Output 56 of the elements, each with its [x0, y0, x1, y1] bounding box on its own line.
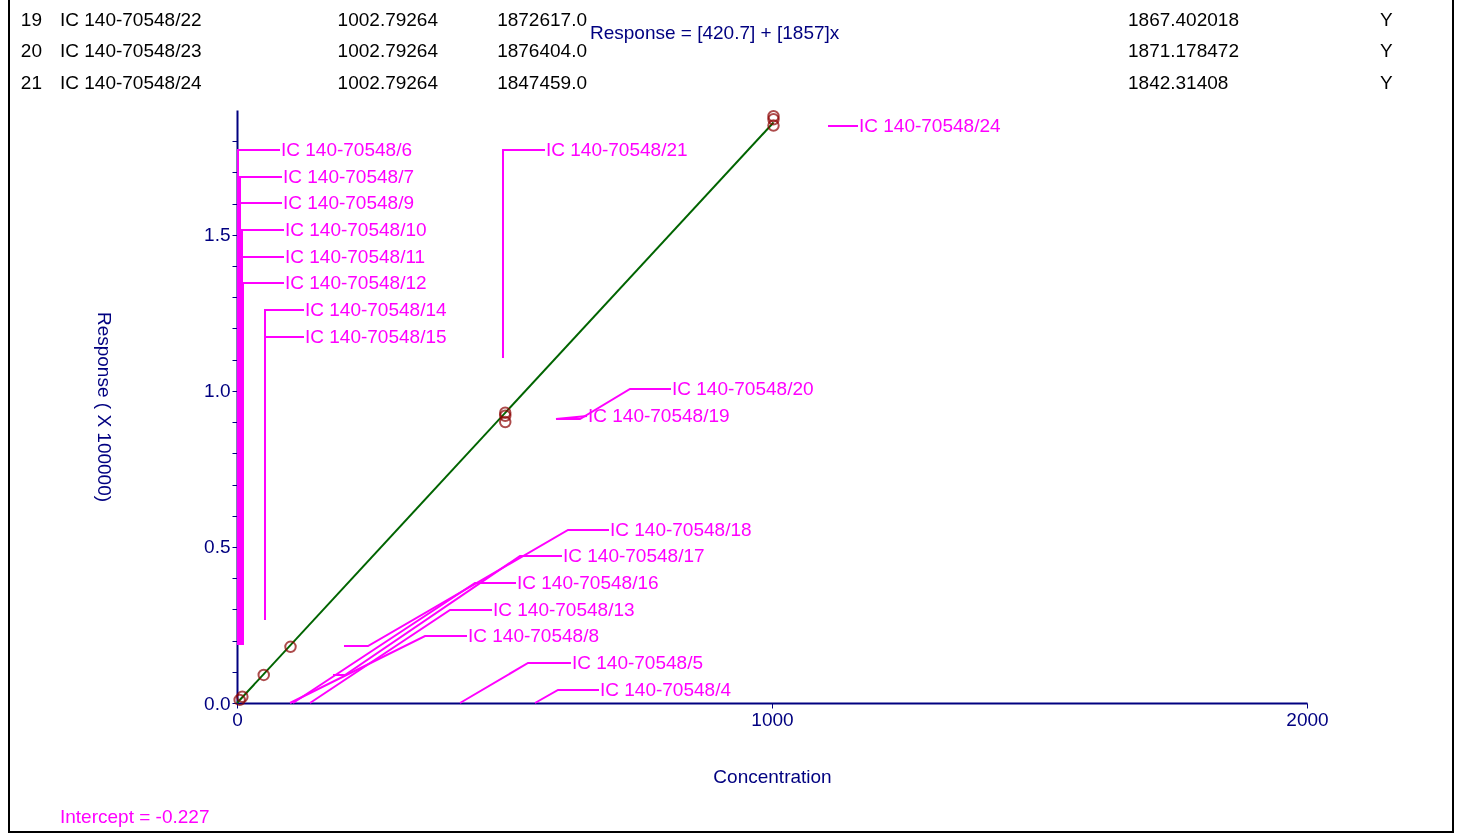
- point: [236, 690, 249, 703]
- point: [233, 693, 246, 707]
- point: [257, 668, 270, 682]
- text: Y: [1380, 40, 1393, 62]
- y-tick-label: 0.0: [204, 692, 231, 714]
- annotation: IC 140-70548/21: [546, 139, 688, 161]
- y-tick-label: 1.0: [204, 380, 231, 402]
- x-tick-label: 1000: [751, 708, 794, 730]
- y-tick-label: 1.5: [204, 224, 231, 246]
- text: IC 140-70548/24: [60, 72, 202, 94]
- annotation: IC 140-70548/13: [493, 599, 635, 621]
- text: 1867.402018: [1128, 9, 1239, 31]
- annotation: IC 140-70548/24: [859, 115, 1001, 137]
- text: 1002.79264: [337, 72, 438, 94]
- text: Response = [420.7] + [1857]x: [590, 22, 840, 44]
- point: [767, 119, 780, 132]
- annotation: IC 140-70548/11: [285, 246, 426, 268]
- annotation: IC 140-70548/19: [588, 405, 730, 427]
- point: [284, 640, 297, 654]
- text: Intercept = -0.227: [60, 806, 210, 828]
- text: IC 140-70548/22: [60, 9, 202, 31]
- annotation: IC 140-70548/15: [305, 326, 447, 348]
- point: [499, 409, 512, 423]
- annotation: IC 140-70548/18: [610, 519, 752, 541]
- annotation: IC 140-70548/6: [281, 139, 412, 161]
- annotation: IC 140-70548/4: [600, 679, 731, 701]
- text: 20: [20, 40, 42, 62]
- annotation: IC 140-70548/14: [305, 299, 447, 321]
- text: 1002.79264: [337, 9, 438, 31]
- annotation: IC 140-70548/9: [283, 192, 414, 214]
- point: [499, 406, 512, 419]
- annotation: IC 140-70548/5: [572, 652, 703, 674]
- text: 1871.178472: [1128, 40, 1239, 62]
- annotation: IC 140-70548/7: [283, 166, 414, 188]
- text: 19: [20, 9, 42, 31]
- annotation: IC 140-70548/10: [285, 219, 427, 241]
- annotation: IC 140-70548/8: [468, 625, 599, 647]
- point: [499, 415, 512, 429]
- text: Y: [1380, 72, 1393, 94]
- x-tick-label: 2000: [1286, 708, 1329, 730]
- y-axis-title: Response ( X 100000): [94, 311, 116, 503]
- y-tick-label: 0.5: [204, 536, 231, 558]
- x-axis-title: Concentration: [713, 765, 832, 787]
- text: 1847459.0: [497, 72, 587, 94]
- text: 1842.31408: [1128, 72, 1229, 94]
- text: Y: [1380, 9, 1393, 31]
- annotation: IC 140-70548/17: [563, 545, 705, 567]
- x-tick-label: 0: [232, 708, 243, 730]
- text: IC 140-70548/23: [60, 40, 202, 62]
- annotation: IC 140-70548/12: [285, 272, 427, 294]
- text: 21: [20, 72, 42, 94]
- text: 1872617.0: [497, 9, 587, 31]
- text: 1002.79264: [337, 40, 438, 62]
- text: 1876404.0: [497, 40, 587, 62]
- annotation: IC 140-70548/16: [517, 572, 659, 594]
- annotation: IC 140-70548/20: [672, 378, 814, 400]
